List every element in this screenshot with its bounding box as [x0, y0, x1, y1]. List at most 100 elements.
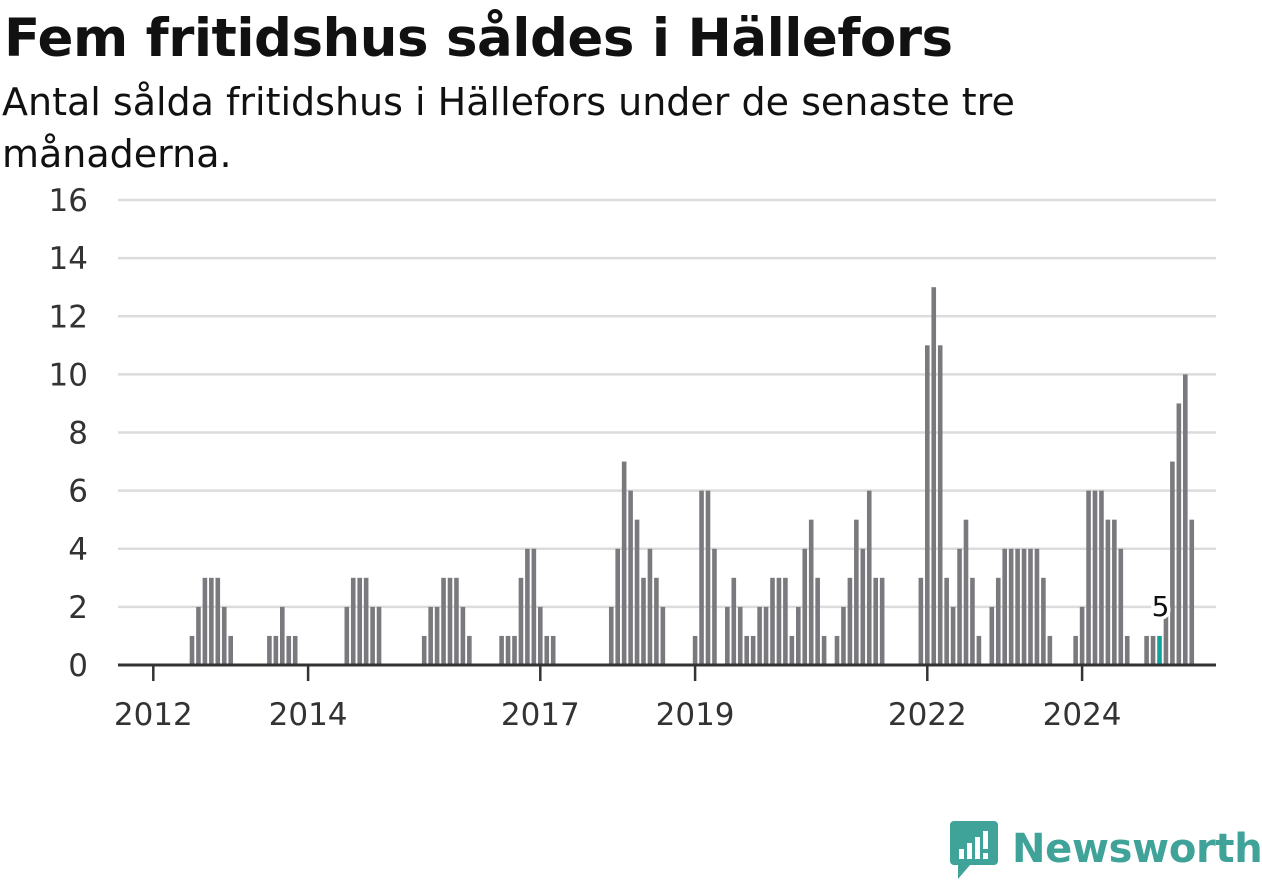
bar: [286, 635, 292, 665]
y-tick-label: 8: [68, 416, 88, 452]
bar: [692, 635, 698, 665]
bar: [1099, 490, 1104, 665]
bar: [628, 490, 633, 665]
bar: [1086, 490, 1091, 665]
bar: [512, 635, 517, 665]
bar: [1028, 548, 1033, 665]
brand-logo: Newsworthy: [950, 818, 1262, 880]
bar: [1041, 577, 1046, 665]
x-tick-label: 2017: [501, 697, 580, 733]
bar: [421, 635, 427, 665]
bar: [647, 548, 653, 665]
bar: [641, 577, 646, 665]
bar: [221, 606, 227, 665]
bar: [621, 461, 627, 665]
bar: [292, 635, 298, 665]
bar: [744, 635, 749, 665]
newsworthy-logo-icon: [950, 821, 998, 879]
bar: [750, 635, 756, 665]
bar: [1170, 461, 1175, 665]
bar: [1163, 606, 1169, 665]
x-tick-label: 2019: [656, 697, 735, 733]
bar: [660, 606, 666, 665]
bar: [808, 519, 814, 665]
bar: [847, 577, 853, 665]
y-tick-label: 12: [49, 299, 88, 335]
bar: [273, 635, 279, 665]
bar: [525, 548, 530, 665]
y-tick-label: 6: [68, 474, 88, 510]
bar: [538, 606, 543, 665]
bar: [731, 577, 737, 665]
bar: [873, 577, 878, 665]
bar: [1021, 548, 1027, 665]
bar: [428, 606, 433, 665]
bar: [189, 635, 195, 665]
bar-chart: 0 2 4 6 8 10 12 14 16 2012 2014 2017 2019 2022 2024 5: [49, 183, 1216, 733]
bar: [854, 519, 859, 665]
x-tick-label: 2024: [1043, 697, 1122, 733]
bar: [1047, 635, 1053, 665]
bar: [350, 577, 356, 665]
bar: [460, 606, 466, 665]
bar: [467, 635, 472, 665]
bar: [376, 606, 382, 665]
bar: [434, 606, 440, 665]
bar: [1144, 635, 1149, 665]
bar: [931, 287, 937, 665]
bar: [757, 606, 762, 665]
bar: [796, 606, 801, 665]
bar: [531, 548, 537, 665]
bar: [737, 606, 743, 665]
bar: [615, 548, 620, 665]
bar: [860, 548, 866, 665]
bar: [802, 548, 808, 665]
bar: [925, 345, 930, 665]
y-tick-label: 4: [68, 532, 88, 568]
y-tick-label: 2: [68, 590, 88, 626]
bar: [209, 577, 214, 665]
y-tick-label: 16: [49, 183, 88, 219]
y-tick-label: 0: [68, 648, 88, 684]
brand-name: Newsworthy: [1012, 826, 1262, 872]
bar: [267, 635, 272, 665]
bar: [202, 577, 208, 665]
bar: [357, 577, 362, 665]
bar: [918, 577, 924, 665]
bar: [1002, 548, 1007, 665]
bar: [834, 635, 840, 665]
bar: [1112, 519, 1117, 665]
bar: [963, 519, 969, 665]
chart-title: Fem fritidshus såldes i Hällefors: [4, 8, 953, 69]
bar: [280, 606, 285, 665]
bar: [544, 635, 550, 665]
bar: [1073, 635, 1078, 665]
bar: [1008, 548, 1014, 665]
bar: [634, 519, 640, 665]
bar: [789, 635, 795, 665]
bar: [1105, 519, 1111, 665]
bar: [957, 548, 962, 665]
bar: [783, 577, 788, 665]
bar: [608, 606, 614, 665]
bar: [454, 577, 459, 665]
bar: [821, 635, 827, 665]
highlight-bar: [1157, 635, 1162, 665]
x-tick-label: 2014: [269, 697, 348, 733]
bar: [776, 577, 782, 665]
bar: [1150, 635, 1156, 665]
bar: [770, 577, 775, 665]
bar: [1118, 548, 1124, 665]
bar: [654, 577, 659, 665]
bar: [505, 635, 511, 665]
bar: [196, 606, 201, 665]
bar: [228, 635, 233, 665]
bar: [518, 577, 524, 665]
bar: [363, 577, 369, 665]
bar: [1092, 490, 1098, 665]
bar: [1015, 548, 1020, 665]
bar: [976, 635, 982, 665]
bar: [344, 606, 350, 665]
bar: [550, 635, 556, 665]
bar: [1189, 519, 1195, 665]
